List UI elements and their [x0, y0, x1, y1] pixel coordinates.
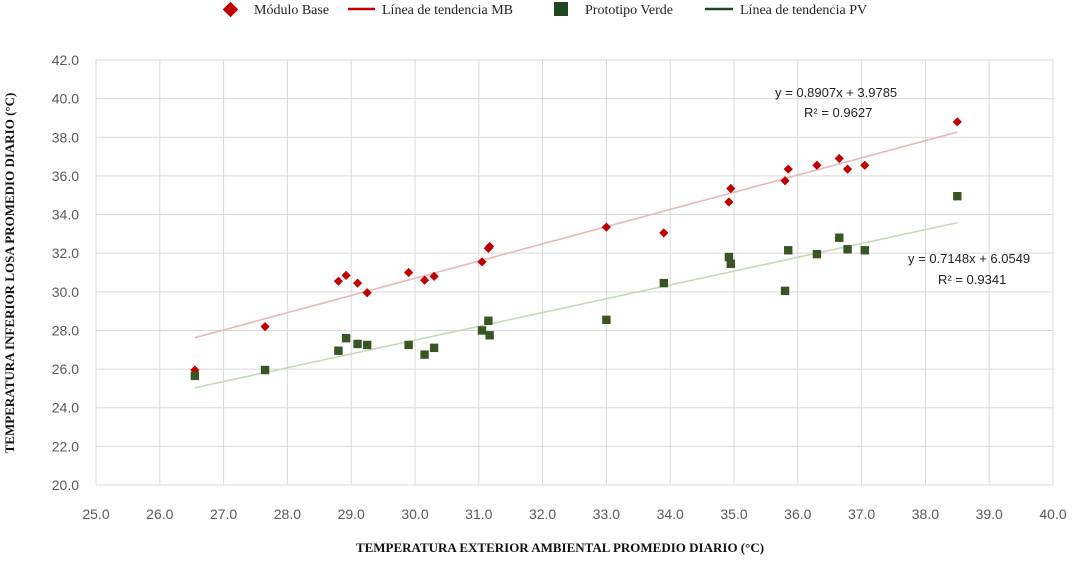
x-tick-label: 35.0	[720, 506, 747, 522]
x-axis-title: TEMPERATURA EXTERIOR AMBIENTAL PROMEDIO …	[356, 540, 764, 555]
point-prototipo-verde	[190, 371, 200, 381]
point-prototipo-verde	[724, 252, 734, 262]
x-tick-label: 33.0	[593, 506, 620, 522]
legend-label-modulo-base: Módulo Base	[254, 3, 329, 18]
equation-mb: y = 0.8907x + 3.9785	[775, 85, 897, 100]
point-modulo-base	[780, 176, 790, 186]
x-tick-label: 30.0	[401, 506, 428, 522]
x-tick-label: 36.0	[784, 506, 811, 522]
legend-item-trend-mb: Línea de tendencia MB	[348, 3, 513, 18]
y-tick-label: 30.0	[52, 284, 79, 300]
point-modulo-base	[783, 164, 793, 174]
r2-pv: R² = 0.9341	[938, 272, 1006, 287]
point-prototipo-verde	[860, 246, 869, 255]
legend-item-trend-pv: Línea de tendencia PV	[705, 3, 867, 18]
x-tick-label: 39.0	[976, 506, 1003, 522]
legend-label-prototipo-verde: Prototipo Verde	[585, 3, 673, 18]
x-tick-label: 28.0	[274, 506, 301, 522]
point-modulo-base	[860, 160, 870, 170]
axis-ticks: 25.0 26.0 27.0 28.0 29.0 30.0 31.0 32.0 33.0 34.0…	[52, 52, 1067, 522]
point-prototipo-verde	[334, 346, 343, 355]
point-modulo-base	[260, 321, 270, 332]
y-tick-label: 22.0	[52, 438, 79, 454]
point-prototipo-verde	[477, 326, 487, 335]
point-prototipo-verde	[260, 365, 270, 375]
trend-equation-pv: y = 0.7148x + 6.0549 R² = 0.9341	[908, 251, 1030, 287]
point-modulo-base	[724, 197, 734, 207]
data-points	[190, 117, 962, 381]
point-modulo-base	[842, 164, 853, 174]
y-tick-label: 40.0	[52, 91, 79, 107]
y-tick-label: 20.0	[52, 477, 79, 493]
trendline-pv	[194, 221, 958, 389]
y-tick-label: 36.0	[52, 168, 79, 184]
point-modulo-base	[952, 117, 962, 127]
x-tick-label: 38.0	[912, 506, 939, 522]
point-modulo-base	[477, 257, 487, 267]
legend-label-trend-pv: Línea de tendencia PV	[740, 3, 867, 18]
point-prototipo-verde	[659, 278, 669, 288]
point-modulo-base	[812, 160, 822, 170]
point-modulo-base	[485, 241, 495, 252]
legend-item-modulo-base: Módulo Base	[222, 1, 329, 18]
y-tick-label: 38.0	[52, 129, 79, 145]
point-prototipo-verde	[353, 339, 362, 349]
point-modulo-base	[352, 278, 363, 288]
equation-pv: y = 0.7148x + 6.0549	[908, 251, 1030, 266]
x-tick-label: 31.0	[465, 506, 492, 522]
point-prototipo-verde	[485, 331, 494, 340]
legend-item-prototipo-verde: Prototipo Verde	[554, 2, 673, 18]
x-tick-label: 25.0	[82, 506, 109, 522]
point-prototipo-verde	[484, 316, 493, 325]
x-tick-label: 27.0	[210, 506, 237, 522]
point-prototipo-verde	[602, 315, 611, 325]
point-prototipo-verde	[429, 343, 439, 353]
r2-mb: R² = 0.9627	[804, 105, 872, 120]
x-tick-label: 40.0	[1039, 506, 1066, 522]
legend-marker-diamond	[222, 1, 239, 18]
point-modulo-base	[419, 275, 430, 285]
x-tick-label: 26.0	[146, 506, 173, 522]
trend-equation-mb: y = 0.8907x + 3.9785 R² = 0.9627	[775, 85, 897, 120]
y-tick-label: 28.0	[52, 322, 79, 338]
legend-marker-square	[554, 2, 568, 16]
x-tick-label: 37.0	[848, 506, 875, 522]
legend: Módulo Base Línea de tendencia MB Protot…	[222, 1, 867, 18]
point-prototipo-verde	[812, 249, 822, 259]
y-tick-label: 26.0	[52, 361, 79, 377]
point-prototipo-verde	[843, 245, 852, 254]
point-prototipo-verde	[726, 259, 736, 269]
point-prototipo-verde	[362, 340, 372, 350]
point-modulo-base	[333, 276, 344, 286]
point-modulo-base	[362, 288, 372, 298]
x-tick-label: 34.0	[657, 506, 684, 522]
point-modulo-base	[341, 270, 351, 280]
point-modulo-base	[404, 267, 414, 278]
point-prototipo-verde	[341, 333, 351, 343]
y-tick-label: 24.0	[52, 400, 79, 416]
point-prototipo-verde	[784, 246, 793, 255]
point-prototipo-verde	[404, 340, 413, 350]
y-tick-label: 42.0	[52, 52, 79, 68]
x-tick-label: 32.0	[529, 506, 556, 522]
point-modulo-base	[429, 271, 439, 281]
y-tick-label: 32.0	[52, 245, 79, 261]
point-prototipo-verde	[835, 233, 844, 242]
point-modulo-base	[659, 228, 669, 238]
trendlines	[194, 131, 958, 389]
point-prototipo-verde	[953, 191, 962, 201]
point-prototipo-verde	[420, 350, 429, 359]
point-prototipo-verde	[780, 286, 790, 296]
legend-label-trend-mb: Línea de tendencia MB	[382, 3, 513, 18]
y-axis-title: TEMPERATURA INFERIOR LOSA PROMEDIO DIARI…	[2, 93, 17, 454]
gridlines	[95, 59, 1054, 486]
point-modulo-base	[834, 153, 844, 164]
point-modulo-base	[601, 222, 611, 232]
y-tick-label: 34.0	[52, 207, 79, 223]
trendline-mb	[194, 131, 958, 339]
point-modulo-base	[726, 183, 736, 194]
x-tick-label: 29.0	[338, 506, 365, 522]
